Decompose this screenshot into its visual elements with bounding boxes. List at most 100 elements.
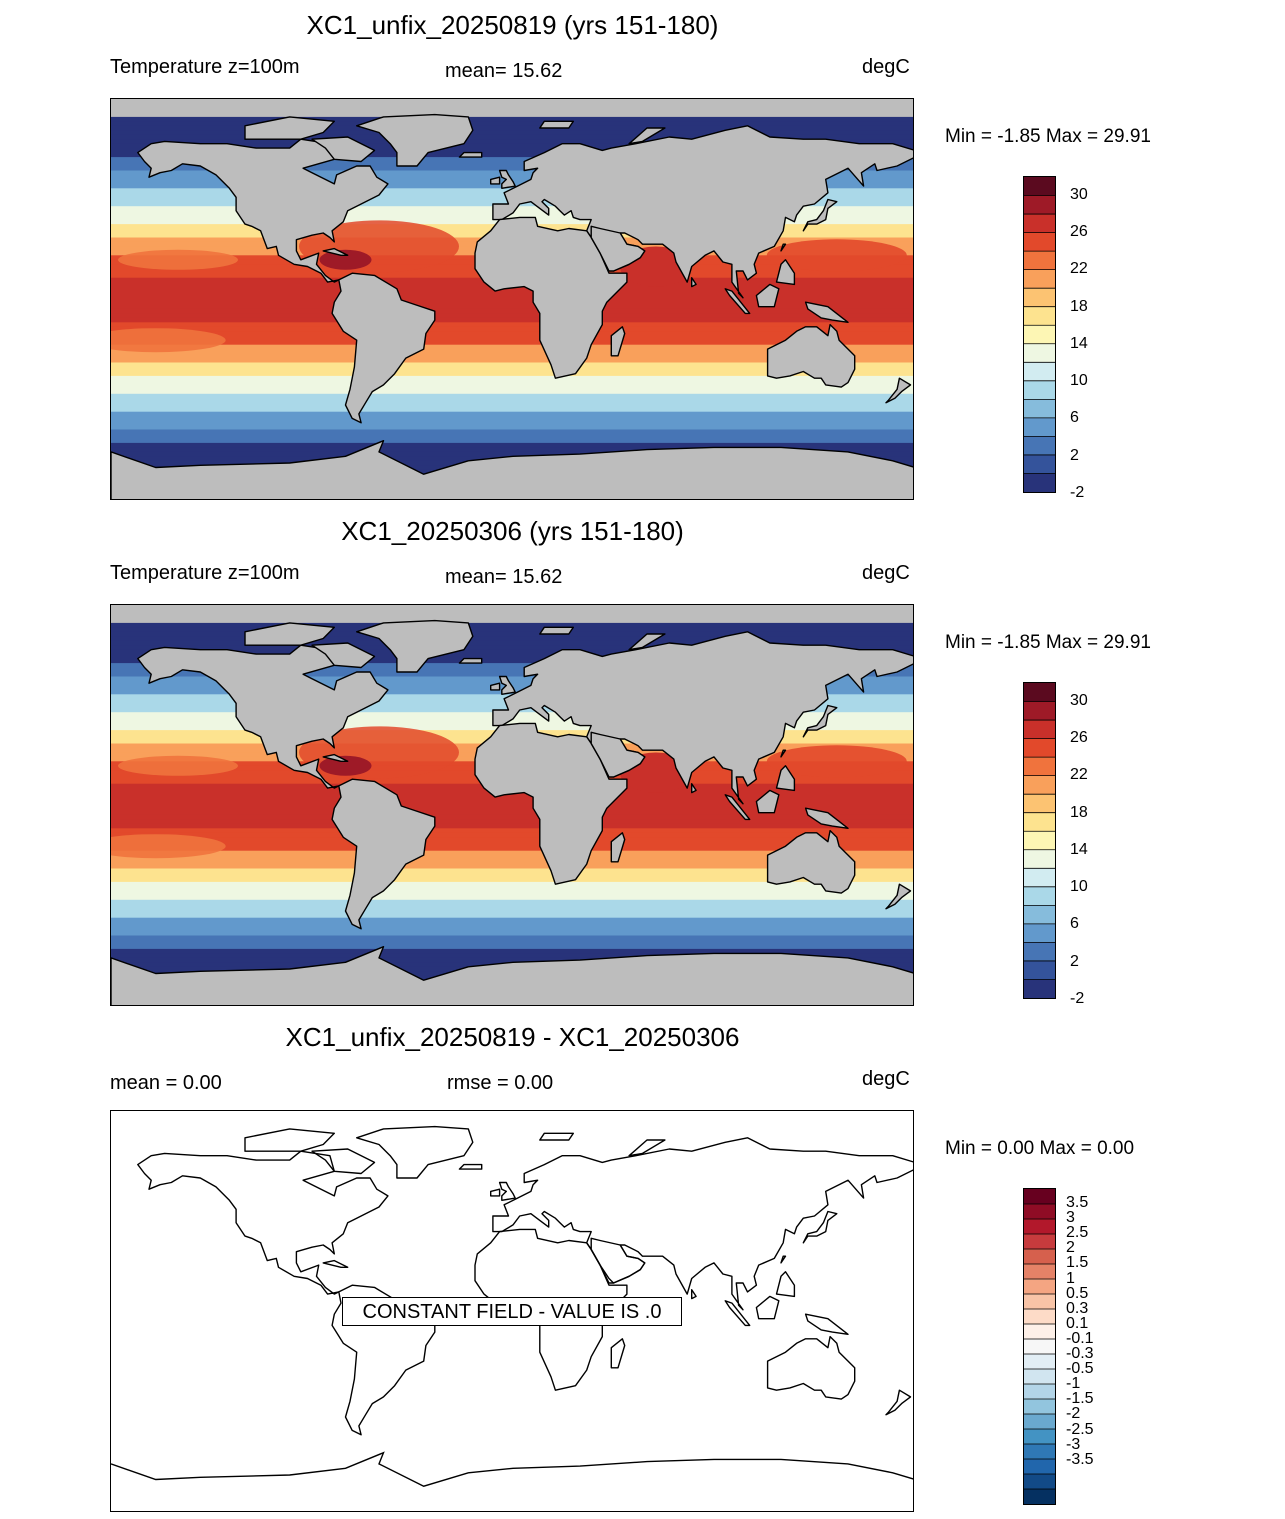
colorbar-swatch xyxy=(1024,1489,1055,1504)
colorbar-swatch xyxy=(1024,1189,1055,1205)
temperature-band xyxy=(111,948,913,954)
colorbar-swatch xyxy=(1024,886,1055,906)
colorbar-swatch xyxy=(1024,1354,1055,1370)
rmse-label: rmse = 0.00 xyxy=(447,1072,554,1094)
colorbar-swatch xyxy=(1024,1249,1055,1265)
temperature-band xyxy=(111,680,913,686)
temperature-band xyxy=(111,636,913,642)
temperature-band xyxy=(111,881,913,887)
temperature-band xyxy=(111,868,913,874)
land-philippines xyxy=(775,259,796,286)
coast-greenland xyxy=(356,1125,474,1179)
temperature-band xyxy=(111,300,913,306)
temperature-band xyxy=(111,810,913,816)
colorbar-swatch xyxy=(1024,1444,1055,1460)
colorbar-swatch xyxy=(1024,417,1055,437)
temperature-band xyxy=(111,429,913,435)
land-baffin xyxy=(311,642,376,669)
temperature-band xyxy=(111,806,913,812)
colorbar-swatch xyxy=(1024,794,1055,814)
temperature-band xyxy=(111,116,913,122)
warm-pool xyxy=(118,755,238,776)
temperature-band xyxy=(111,667,913,673)
temperature-band xyxy=(111,877,913,883)
coast-northAmerica xyxy=(137,1150,389,1295)
land-eurasia xyxy=(492,631,913,805)
colorbar-swatch xyxy=(1024,942,1055,962)
colorbar xyxy=(1023,682,1056,999)
colorbar-swatch xyxy=(1024,868,1055,888)
colorbar-swatch xyxy=(1024,738,1055,758)
colorbar-swatch xyxy=(1024,1399,1055,1415)
temperature-band xyxy=(111,663,913,669)
colorbar-swatch xyxy=(1024,812,1055,832)
variable-label: Temperature z=100m xyxy=(110,562,300,584)
colorbar-tick-label: -0.5 xyxy=(1066,1360,1094,1378)
land-cuba xyxy=(322,753,349,762)
temperature-band xyxy=(111,957,913,963)
land-borneo xyxy=(755,283,780,308)
temperature-band xyxy=(111,837,913,843)
coast-cuba xyxy=(322,1259,349,1268)
colorbar-tick-label: 6 xyxy=(1070,409,1079,427)
warm-pool xyxy=(111,834,226,859)
land-arabia xyxy=(590,225,646,272)
colorbar-swatch xyxy=(1024,720,1055,740)
temperature-band xyxy=(111,375,913,381)
land-australia xyxy=(766,323,856,388)
temperature-band xyxy=(111,797,913,803)
colorbar-swatch xyxy=(1024,306,1055,326)
land-iceland xyxy=(458,151,483,158)
temperature-band xyxy=(111,841,913,847)
colorbar-tick-label: -0.1 xyxy=(1066,1329,1094,1347)
units-label: degC xyxy=(862,562,910,584)
colorbar-swatch xyxy=(1024,1339,1055,1355)
temperature-band xyxy=(111,944,913,950)
coast-madagascar xyxy=(610,1338,626,1369)
land-madagascar xyxy=(610,832,626,863)
temperature-band xyxy=(111,917,913,923)
temperature-band xyxy=(111,819,913,825)
warm-pool xyxy=(118,249,238,270)
coast-taiwan xyxy=(780,1255,787,1264)
temperature-map xyxy=(110,98,914,500)
variable-label: Temperature z=100m xyxy=(110,56,300,78)
colorbar-tick-label: 1.5 xyxy=(1066,1254,1089,1272)
land-baffin xyxy=(311,136,376,163)
temperature-band xyxy=(111,886,913,892)
coast-uk xyxy=(498,1181,516,1201)
land-novaya xyxy=(628,127,666,145)
colorbar-swatch xyxy=(1024,923,1055,943)
colorbar-swatch xyxy=(1024,214,1055,234)
colorbar-swatch xyxy=(1024,1414,1055,1430)
temperature-band xyxy=(111,676,913,682)
land-indonesia xyxy=(724,288,751,315)
coast-nz xyxy=(885,1389,912,1416)
warm-pool xyxy=(766,239,907,272)
colorbar-tick-label: 14 xyxy=(1070,840,1088,858)
colorbar-swatch xyxy=(1024,251,1055,271)
colorbar-swatch xyxy=(1024,831,1055,851)
temperature-band xyxy=(111,166,913,172)
panel-title: XC1_unfix_20250819 (yrs 151-180) xyxy=(306,10,719,40)
temperature-band xyxy=(111,139,913,145)
temperature-map xyxy=(110,604,914,1006)
colorbar-tick-label: 14 xyxy=(1070,334,1088,352)
temperature-band xyxy=(111,286,913,292)
temperature-band xyxy=(111,792,913,798)
temperature-band xyxy=(111,922,913,928)
temperature-band xyxy=(111,313,913,319)
colorbar-tick-label: 18 xyxy=(1070,803,1088,821)
land-uk xyxy=(498,675,516,695)
temperature-band xyxy=(111,627,913,633)
colorbar-swatch xyxy=(1024,454,1055,474)
colorbar xyxy=(1023,176,1056,493)
land-iceland xyxy=(458,657,483,664)
coast-philippines xyxy=(775,1271,796,1298)
colorbar-swatch xyxy=(1024,362,1055,382)
colorbar-swatch xyxy=(1024,905,1055,925)
land-srilanka xyxy=(691,783,697,794)
panel-title: XC1_20250306 (yrs 151-180) xyxy=(341,516,684,546)
coast-baffin xyxy=(311,1148,376,1175)
colorbar-tick-label: 6 xyxy=(1070,915,1079,933)
